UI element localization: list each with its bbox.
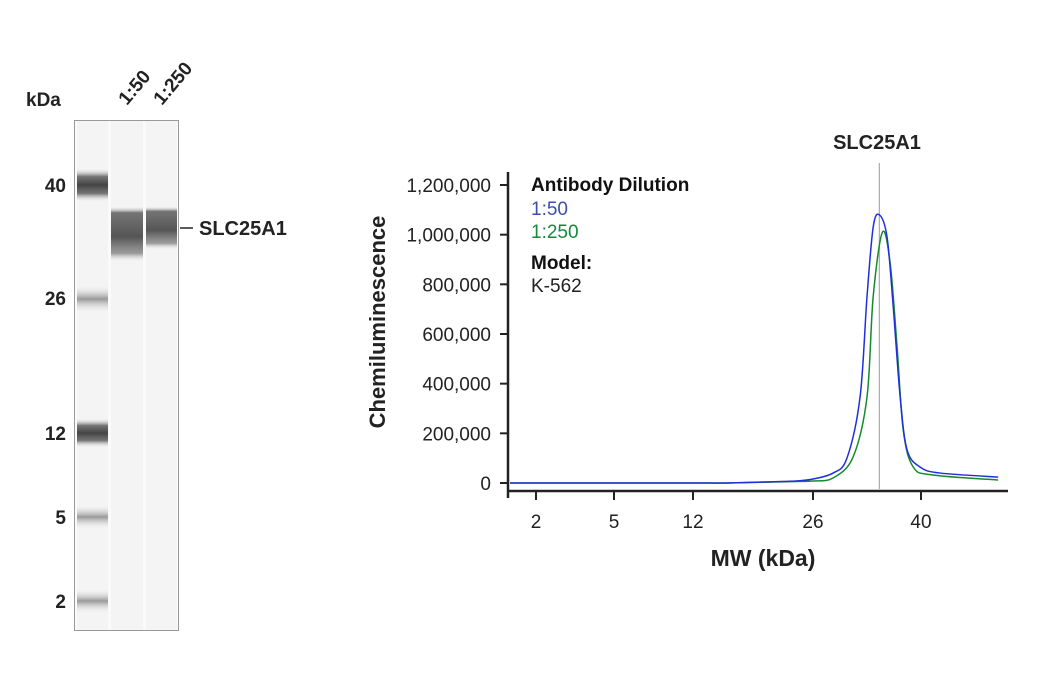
x-tick-label: 40 (910, 512, 931, 533)
ladder-band-40 (77, 168, 108, 202)
y-tick-label: 1,000,000 (406, 226, 491, 247)
x-tick-label: 12 (682, 512, 703, 533)
ladder-label-12: 12 (45, 424, 66, 445)
lane-label-2: 1:250 (150, 58, 197, 109)
ladder-lane (77, 121, 108, 630)
ladder-band-5 (77, 504, 108, 530)
y-tick-label: 0 (480, 474, 491, 495)
ladder-band-2 (77, 588, 108, 614)
y-tick-label: 800,000 (422, 275, 491, 296)
ladder-band-12 (77, 418, 108, 448)
ladder-label-40: 40 (45, 176, 66, 197)
ladder-label-5: 5 (55, 508, 66, 529)
y-tick-label: 1,200,000 (406, 176, 491, 197)
chart-panel: SLC25A1 0 200,000 400,000 600,000 800,000 1,0… (365, 132, 1008, 571)
series-line-1-50 (509, 213, 999, 484)
legend-model-value: K-562 (531, 276, 582, 297)
band-label: SLC25A1 (199, 218, 287, 240)
sample-band-1-250 (146, 206, 177, 250)
lane-1-50 (111, 121, 143, 630)
ladder-label-2: 2 (55, 592, 66, 613)
x-tick-label: 2 (531, 512, 542, 533)
blot-panel: kDa 1:50 1:250 40 26 12 5 2 SLC25A1 (26, 58, 287, 631)
y-tick-label: 400,000 (422, 375, 491, 396)
legend-title: Antibody Dilution (531, 175, 689, 196)
y-axis-ticks: 0 200,000 400,000 600,000 800,000 1,000,000 1,… (406, 176, 508, 495)
legend-item-1-50: 1:50 (531, 199, 568, 220)
legend-item-1-250: 1:250 (531, 222, 579, 243)
ladder-label-26: 26 (45, 289, 66, 310)
blot-unit-label: kDa (26, 90, 61, 111)
sample-band-1-50 (111, 206, 143, 262)
lane-label-1: 1:50 (115, 67, 156, 110)
y-axis-label: Chemiluminescence (365, 216, 390, 429)
chart-title: SLC25A1 (833, 132, 921, 154)
ladder-band-26 (77, 284, 108, 314)
x-tick-label: 26 (802, 512, 823, 533)
legend: Antibody Dilution 1:50 1:250 Model: K-56… (531, 175, 689, 297)
lane-1-250 (146, 121, 177, 630)
x-axis-ticks: 2 5 12 26 40 (531, 491, 932, 533)
legend-model-label: Model: (531, 253, 592, 274)
y-tick-label: 600,000 (422, 325, 491, 346)
series-lines (509, 213, 999, 484)
y-tick-label: 200,000 (422, 424, 491, 445)
x-tick-label: 5 (609, 512, 620, 533)
x-axis-label: MW (kDa) (711, 545, 816, 571)
